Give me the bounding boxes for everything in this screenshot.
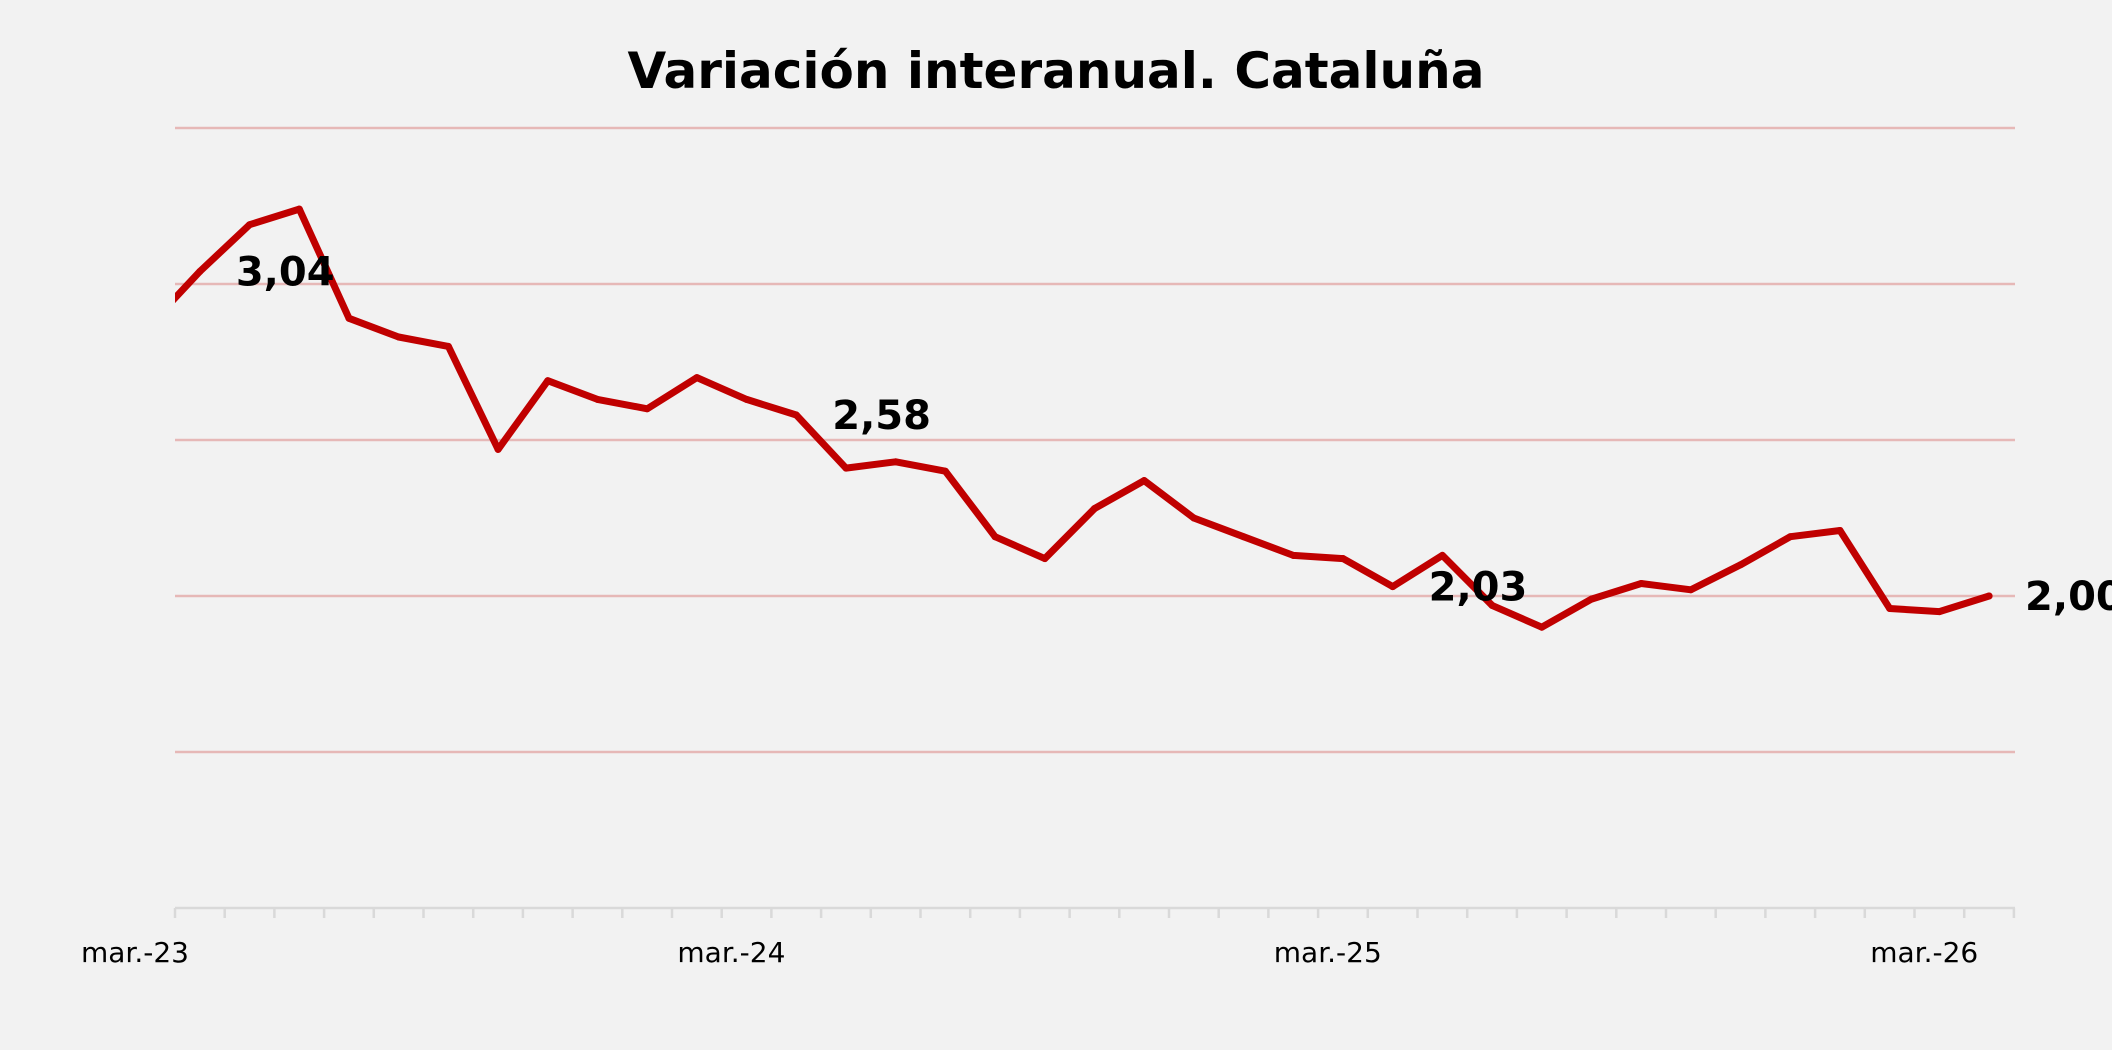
data-point [1339,555,1347,563]
data-point [1041,555,1049,563]
data-point [246,221,254,229]
data-point [1637,580,1645,588]
data-point [345,314,353,322]
data-point [295,205,303,213]
data-point [1886,604,1894,612]
data-point [1737,561,1745,569]
data-point [991,533,999,541]
x-tick-label: mar.-25 [1274,936,1382,969]
data-labels: 3,04 2,58 2,03 2,00 [236,250,2112,620]
data-point [1985,592,1993,600]
data-label: 2,00 [2025,574,2112,620]
data-point [1240,533,1248,541]
data-point [792,411,800,419]
data-point [643,405,651,413]
data-point [1438,551,1446,559]
gridlines [175,126,2015,754]
data-point [1687,586,1695,594]
x-tick-label: mar.-24 [677,936,785,969]
x-axis: mar.-23 mar.-24 mar.-25 mar.-26 [81,906,2016,969]
data-label: 3,04 [236,250,335,296]
chart-title: Variación interanual. Cataluña [628,42,1485,100]
data-point [444,342,452,350]
data-point [593,395,601,403]
data-point [1538,623,1546,631]
data-point [395,333,403,341]
data-label: 2,58 [832,393,931,439]
data-point [892,458,900,466]
data-point [1786,533,1794,541]
series-group [175,205,1993,631]
data-point [494,445,502,453]
x-tick-label: mar.-26 [1870,936,1978,969]
data-point [1289,551,1297,559]
data-point [1090,505,1098,513]
data-point [842,464,850,472]
data-point [693,374,701,382]
data-point [941,467,949,475]
x-tick-label: mar.-23 [81,936,189,969]
data-point [1389,583,1397,591]
series-line [175,205,1993,631]
data-point [1190,514,1198,522]
data-point [743,395,751,403]
data-point [1836,526,1844,534]
data-point [1935,608,1943,616]
data-point [1488,601,1496,609]
data-point [544,377,552,385]
data-label: 2,03 [1429,565,1528,611]
data-point [1587,595,1595,603]
data-point [1140,477,1148,485]
data-point [196,268,204,276]
